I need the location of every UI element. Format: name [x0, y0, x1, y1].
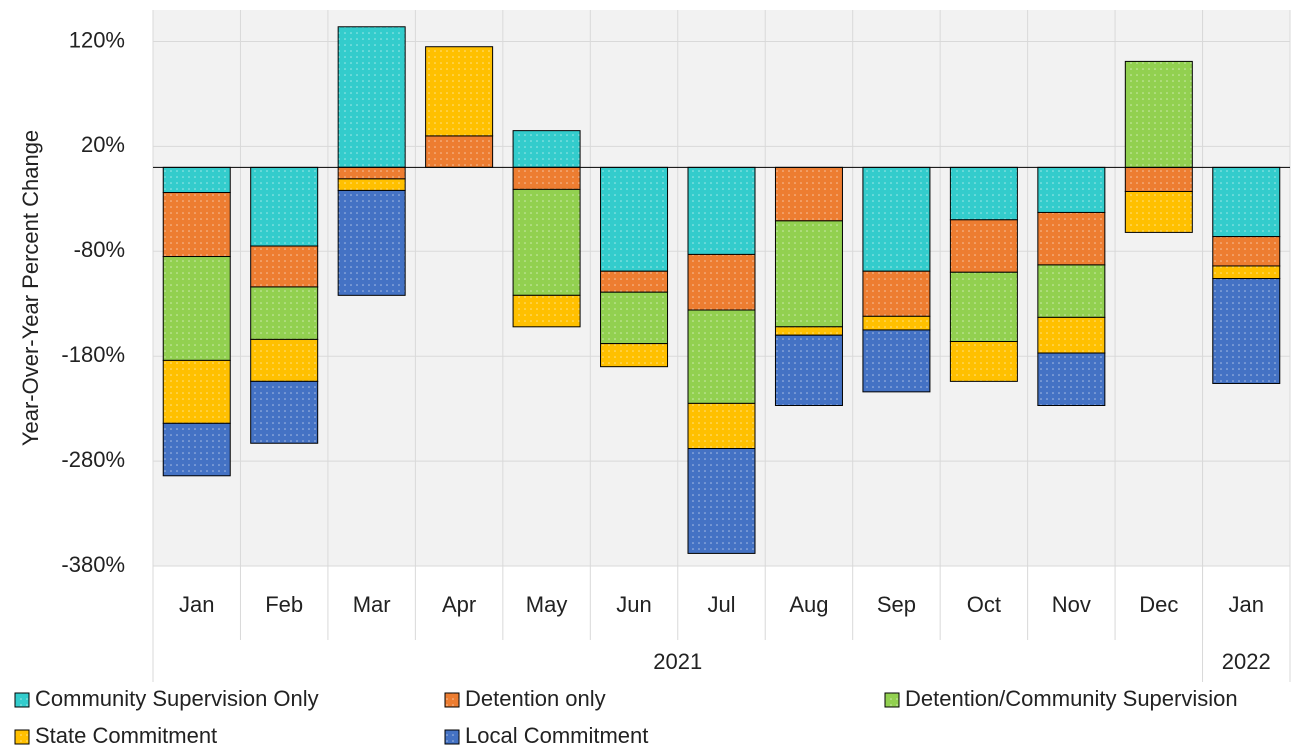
bar-segment	[862, 166, 931, 272]
group-label: 2021	[653, 649, 702, 674]
bar-segment	[774, 220, 843, 328]
bar-segment	[600, 343, 669, 368]
legend-label: Detention only	[465, 686, 606, 711]
bar-segment	[512, 294, 581, 328]
bar-segment	[687, 309, 756, 404]
bar-segment	[1124, 166, 1193, 192]
bar-segment	[687, 253, 756, 311]
y-axis-title: Year-Over-Year Percent Change	[18, 130, 43, 446]
bar-segment	[512, 166, 581, 190]
legend-swatch	[14, 692, 30, 708]
bar-segment	[162, 166, 231, 194]
y-tick-label: 20%	[81, 132, 125, 157]
bar-segment	[1037, 264, 1106, 318]
bar-segment	[949, 166, 1018, 221]
x-tick-label: Dec	[1139, 592, 1178, 617]
bar-segment	[949, 271, 1018, 343]
bar-segment	[774, 166, 843, 222]
legend-label: Detention/Community Supervision	[905, 686, 1238, 711]
bar-segment	[862, 329, 931, 393]
legend: Community Supervision Only Detention only…	[14, 686, 1238, 748]
bar-segment	[162, 359, 231, 424]
bar-segment	[774, 326, 843, 336]
x-tick-label: Jan	[1229, 592, 1264, 617]
bar-segment	[687, 166, 756, 255]
x-tick-label: Jul	[707, 592, 735, 617]
x-tick-label: Jun	[616, 592, 651, 617]
bar-segment	[687, 448, 756, 554]
bar-segment	[250, 338, 319, 382]
y-tick-label: -80%	[74, 237, 125, 262]
bar-segment	[337, 26, 406, 168]
x-tick-label: Feb	[265, 592, 303, 617]
bar-segment	[687, 402, 756, 450]
bar-segment	[1124, 190, 1193, 233]
x-tick-label: Aug	[789, 592, 828, 617]
y-tick-label: -180%	[61, 342, 125, 367]
bar-segment	[600, 291, 669, 345]
bar-segment	[337, 189, 406, 296]
x-tick-label: Jan	[179, 592, 214, 617]
y-tick-label: -380%	[61, 552, 125, 577]
bar-segment	[949, 341, 1018, 382]
bar-segment	[1037, 211, 1106, 266]
bar-segment	[1124, 60, 1193, 168]
bar-segment	[512, 188, 581, 296]
x-tick-label: Oct	[967, 592, 1001, 617]
bar-segment	[425, 135, 494, 168]
bar-segment	[774, 334, 843, 406]
bar-segment	[949, 219, 1018, 273]
legend-label: Community Supervision Only	[35, 686, 319, 711]
legend-swatch	[884, 692, 900, 708]
x-tick-label: Mar	[353, 592, 391, 617]
bar-segment	[250, 286, 319, 340]
bar-segment	[337, 178, 406, 191]
bar-segment	[512, 130, 581, 168]
bar-segment	[1037, 316, 1106, 354]
bar-segment	[600, 166, 669, 272]
group-label: 2022	[1222, 649, 1271, 674]
y-tick-label: -280%	[61, 447, 125, 472]
bar-segment	[1212, 278, 1281, 384]
bar-segment	[862, 315, 931, 331]
legend-swatch	[444, 729, 460, 745]
bar-segment	[1037, 166, 1106, 213]
bar-segment	[250, 380, 319, 444]
legend-swatch	[444, 692, 460, 708]
bar-segment	[1212, 265, 1281, 280]
legend-label: State Commitment	[35, 723, 217, 748]
x-tick-label: Apr	[442, 592, 476, 617]
legend-swatch	[14, 729, 30, 745]
x-tick-label: Nov	[1052, 592, 1091, 617]
bar-segment	[1037, 352, 1106, 406]
bar-segment	[162, 192, 231, 258]
bar-segment	[250, 245, 319, 288]
y-tick-label: 120%	[69, 27, 125, 52]
bar-segment	[600, 270, 669, 293]
bar-segment	[162, 256, 231, 361]
bar-segment	[862, 270, 931, 317]
bar-segment	[250, 166, 319, 247]
bar-segment	[162, 422, 231, 477]
legend-label: Local Commitment	[465, 723, 648, 748]
bar-segment	[1212, 236, 1281, 267]
bar-segment	[337, 166, 406, 180]
bar-segment	[425, 46, 494, 137]
x-tick-label: May	[526, 592, 568, 617]
bar-segment	[1212, 166, 1281, 238]
x-tick-label: Sep	[877, 592, 916, 617]
